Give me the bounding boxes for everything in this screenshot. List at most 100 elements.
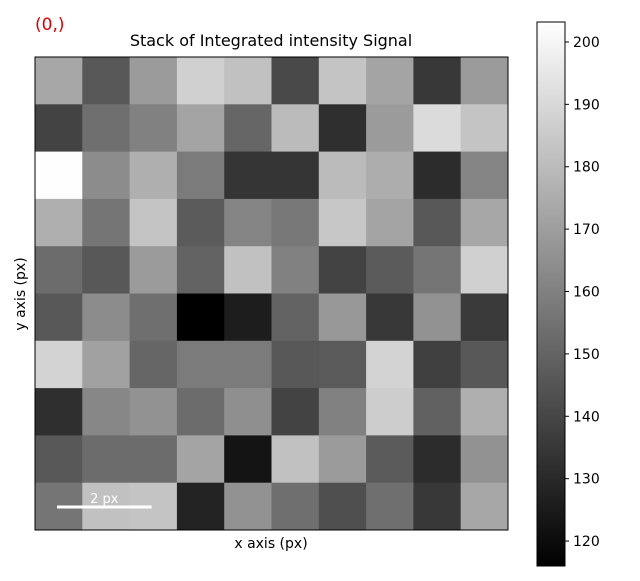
cell (129, 198, 178, 247)
cell (129, 293, 178, 342)
cell (318, 104, 367, 153)
cell (82, 340, 131, 389)
colorbar-tick-label: 160 (573, 285, 600, 301)
cell (82, 104, 131, 153)
cell (413, 482, 462, 531)
corner-label: (0,) (35, 15, 64, 35)
cell (413, 435, 462, 484)
cell (82, 246, 131, 294)
cell (82, 293, 131, 342)
cell (318, 198, 367, 247)
cell (129, 246, 178, 294)
cell (82, 435, 131, 484)
cell (129, 151, 178, 200)
cell (413, 388, 462, 436)
cell (366, 482, 414, 531)
cell (366, 246, 414, 294)
cell (460, 57, 509, 105)
cell (413, 57, 462, 105)
cell (35, 435, 83, 484)
cell (271, 482, 320, 531)
cell (129, 388, 178, 436)
cell (129, 435, 178, 484)
cell (271, 151, 320, 200)
chart-title: Stack of Integrated intensity Signal (130, 31, 412, 50)
colorbar-tick-label: 150 (573, 347, 600, 363)
cell (271, 246, 320, 294)
cell (413, 198, 462, 247)
cell (224, 151, 272, 200)
cell (224, 57, 272, 105)
cell (413, 104, 462, 153)
cell (366, 104, 414, 153)
cell (176, 435, 225, 484)
cell (82, 388, 131, 436)
cell (129, 340, 178, 389)
y-axis-label: y axis (px) (13, 257, 29, 330)
cell (176, 340, 225, 389)
cell (460, 388, 509, 436)
cell (82, 198, 131, 247)
cell (176, 151, 225, 200)
cell (460, 151, 509, 200)
cell (271, 293, 320, 342)
colorbar-tick-label: 190 (573, 97, 600, 113)
cell (35, 57, 83, 105)
cell (176, 246, 225, 294)
cell (129, 104, 178, 153)
cell (413, 293, 462, 342)
cell (224, 482, 272, 531)
cell (271, 388, 320, 436)
colorbar-tick-label: 130 (573, 472, 600, 488)
cell (176, 482, 225, 531)
cell (318, 293, 367, 342)
cell (366, 340, 414, 389)
cell (176, 198, 225, 247)
cell (366, 293, 414, 342)
cell (176, 293, 225, 342)
cell (318, 151, 367, 200)
cell (271, 198, 320, 247)
cell (35, 104, 83, 153)
colorbar (536, 21, 566, 567)
cell (318, 340, 367, 389)
cell (35, 198, 83, 247)
cell (271, 104, 320, 153)
cell (35, 388, 83, 436)
cell (460, 293, 509, 342)
cell (460, 104, 509, 153)
cell (224, 388, 272, 436)
cell (366, 151, 414, 200)
colorbar-tick-label: 140 (573, 409, 600, 425)
cell (35, 340, 83, 389)
colorbar-tick-label: 120 (573, 534, 600, 550)
cell (271, 435, 320, 484)
cell (318, 388, 367, 436)
cell (224, 104, 272, 153)
cell (460, 340, 509, 389)
cell (224, 246, 272, 294)
cell (366, 435, 414, 484)
cell (271, 340, 320, 389)
colorbar-tick-label: 170 (573, 222, 600, 238)
heatmap (35, 57, 509, 531)
cell (82, 57, 131, 105)
cell (224, 293, 272, 342)
cell (460, 435, 509, 484)
cell (366, 198, 414, 247)
cell (413, 151, 462, 200)
cell (224, 340, 272, 389)
cell (413, 340, 462, 389)
cell (366, 57, 414, 105)
cell (176, 57, 225, 105)
cell (271, 57, 320, 105)
cell (318, 246, 367, 294)
cell (318, 57, 367, 105)
scale-bar-label: 2 px (90, 492, 119, 507)
x-axis-label: x axis (px) (234, 536, 307, 552)
cell (82, 151, 131, 200)
cell (413, 246, 462, 294)
cell (129, 57, 178, 105)
cell (224, 198, 272, 247)
